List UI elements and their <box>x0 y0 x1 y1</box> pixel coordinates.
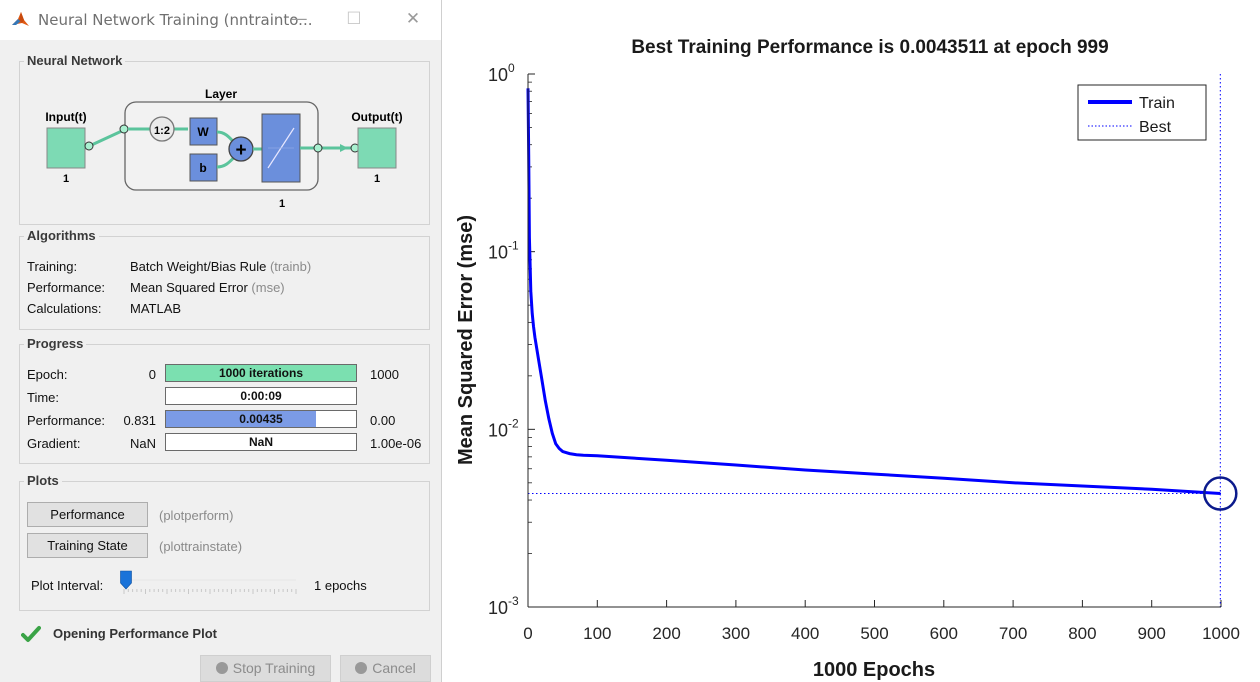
y-axis-label: Mean Squared Error (mse) <box>455 215 477 465</box>
network-diagram: Layer 1 Input(t) 1 1:2 W b + <box>45 87 402 210</box>
training-state-func: (plottrainstate) <box>159 539 243 554</box>
delay-icon <box>149 116 175 142</box>
gradient-start: NaN <box>129 436 156 451</box>
y-tick-label: 100 <box>488 61 515 85</box>
epoch-progress-text: 1000 iterations <box>218 366 304 380</box>
x-axis-label: 1000 Epochs <box>813 659 935 681</box>
calculations-label: Calculations: <box>27 301 102 316</box>
best-point-marker <box>1203 476 1238 511</box>
bias-label: b <box>199 161 206 175</box>
plot-interval-slider[interactable] <box>118 569 298 595</box>
performance-plot-func: (plotperform) <box>159 508 234 523</box>
chart-title: Best Training Performance is 0.0043511 a… <box>631 37 1108 58</box>
y-tick-label: 10-3 <box>488 594 519 618</box>
epoch-start: 0 <box>148 367 156 382</box>
legend-box <box>1077 84 1207 141</box>
y-tick-label: 10-1 <box>488 239 519 263</box>
cancel-button[interactable]: Cancel <box>340 655 431 682</box>
time-label: Time: <box>27 390 60 405</box>
input-label: Input(t) <box>45 110 86 124</box>
x-tick-label: 700 <box>999 624 1027 643</box>
x-tick-label: 0 <box>523 624 532 643</box>
plots-group: Plots Performance (plotperform) Training… <box>19 473 430 611</box>
weight-block <box>189 117 218 146</box>
x-tick-label: 900 <box>1138 624 1166 643</box>
gradient-label: Gradient: <box>27 436 81 451</box>
x-tick-label: 800 <box>1068 624 1096 643</box>
training-state-button[interactable]: Training State <box>27 533 148 558</box>
performance-progress-text: 0.00435 <box>239 412 283 426</box>
x-tick-label: 300 <box>722 624 750 643</box>
training-code: (trainb) <box>269 259 312 274</box>
output-label: Output(t) <box>351 110 402 124</box>
train-line <box>526 88 1221 495</box>
x-tick-label: 100 <box>583 624 611 643</box>
time-text: 0:00:09 <box>240 389 282 403</box>
sum-symbol: + <box>235 140 246 161</box>
training-value: Batch Weight/Bias Rule (trainb) <box>130 259 312 274</box>
x-tick-label: 1000 <box>1202 624 1240 643</box>
performance-progress-bar: 0.00435 <box>165 410 357 428</box>
cancel-icon <box>355 662 368 674</box>
performance-chart: Best Training Performance is 0.0043511 a… <box>455 37 1240 681</box>
delay-label: 1:2 <box>154 125 170 137</box>
close-button[interactable]: ✕ <box>405 9 421 29</box>
output-block <box>357 127 397 169</box>
title-bar[interactable]: Neural Network Training (nntrainto... — … <box>0 0 441 40</box>
legend-train-label: Train <box>1139 95 1175 112</box>
algorithms-group-label: Algorithms <box>24 228 99 243</box>
layer-size: 1 <box>279 198 285 210</box>
legend-best-label: Best <box>1139 119 1172 136</box>
x-tick-label: 400 <box>791 624 819 643</box>
plot-interval-value: 1 epochs <box>314 578 367 593</box>
epoch-label: Epoch: <box>27 367 68 382</box>
progress-group: Progress Epoch: 0 1000 iterations 1000 T… <box>19 336 430 464</box>
input-size: 1 <box>63 173 69 185</box>
plot-area <box>528 74 1221 607</box>
cancel-label: Cancel <box>372 660 416 676</box>
plots-group-label: Plots <box>24 473 62 488</box>
neural-network-group: Neural Network Layer 1 Input(t) 1 1:2 W … <box>19 53 430 225</box>
maximize-button[interactable]: ☐ <box>346 9 362 29</box>
layer-label: Layer <box>205 87 237 101</box>
y-tick-label: 10-2 <box>488 416 519 440</box>
progress-group-label: Progress <box>24 336 87 351</box>
x-tick-label: 600 <box>930 624 958 643</box>
training-window: Neural Network Training (nntrainto... — … <box>0 0 442 682</box>
gradient-bar: NaN <box>165 433 357 451</box>
epoch-end: 1000 <box>370 367 399 382</box>
plot-interval-label: Plot Interval: <box>31 578 104 593</box>
slider-thumb <box>120 570 132 590</box>
performance-label: Performance: <box>27 280 106 295</box>
performance-value: Mean Squared Error (mse) <box>130 280 285 295</box>
performance-progress-label: Performance: <box>27 413 106 428</box>
neural-network-group-label: Neural Network <box>24 53 126 68</box>
output-size: 1 <box>374 173 380 185</box>
epoch-progress-bar: 1000 iterations <box>165 364 357 382</box>
gradient-text: NaN <box>248 435 273 449</box>
training-label: Training: <box>27 259 78 274</box>
window-title: Neural Network Training (nntrainto... <box>38 11 313 29</box>
matlab-icon <box>12 12 29 26</box>
stop-training-button[interactable]: Stop Training <box>200 655 331 682</box>
x-tick-label: 500 <box>860 624 888 643</box>
x-tick-label: 200 <box>652 624 680 643</box>
weight-label: W <box>197 125 209 139</box>
performance-end: 0.00 <box>370 413 396 428</box>
performance-start: 0.831 <box>123 413 156 428</box>
stop-icon <box>215 662 228 674</box>
time-bar: 0:00:09 <box>165 387 357 405</box>
legend: Train Best <box>1077 84 1207 141</box>
performance-code: (mse) <box>251 280 285 295</box>
input-block <box>46 127 86 169</box>
gradient-end: 1.00e-06 <box>370 436 422 451</box>
status-text: Opening Performance Plot <box>53 626 217 641</box>
calculations-value: MATLAB <box>130 301 182 316</box>
algorithms-group: Algorithms Training: Batch Weight/Bias R… <box>19 228 430 330</box>
stop-training-label: Stop Training <box>232 660 316 676</box>
minimize-button[interactable]: — <box>290 9 308 29</box>
checkmark-icon <box>21 626 41 642</box>
performance-plot-button[interactable]: Performance <box>27 502 148 527</box>
